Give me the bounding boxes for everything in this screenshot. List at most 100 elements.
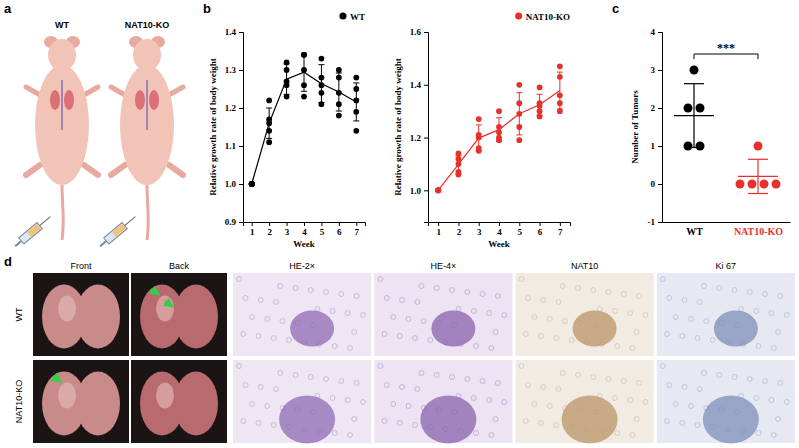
texture [345, 398, 350, 403]
tumor-region [420, 396, 476, 444]
tick-mark [658, 70, 662, 71]
tick-mark [304, 222, 305, 226]
tick-mark [560, 222, 561, 226]
line [438, 91, 560, 191]
panel-label: d [4, 254, 12, 269]
texture [434, 373, 439, 378]
point [249, 181, 255, 187]
tumor-region [562, 396, 618, 444]
tick: 3 [477, 222, 482, 237]
texture [776, 417, 781, 422]
image-background [516, 273, 654, 356]
image-background [131, 360, 227, 443]
texture [406, 404, 411, 409]
tick-mark [321, 222, 322, 226]
point [319, 56, 325, 62]
texture [243, 383, 248, 388]
texture [704, 319, 709, 324]
lung-lobe [76, 285, 120, 349]
chart: 0.91.01.11.21.31.41234567WTRelative grow… [208, 12, 366, 249]
photo [131, 273, 227, 356]
syringe-needle [125, 217, 136, 226]
texture [278, 371, 283, 376]
texture [560, 371, 565, 376]
point [249, 181, 255, 187]
tick: WT [686, 226, 703, 237]
texture [345, 311, 350, 316]
texture [628, 311, 633, 316]
texture [637, 381, 642, 386]
texture [576, 373, 581, 378]
texture [563, 319, 568, 324]
error-bar [301, 53, 307, 91]
axis-line [239, 33, 244, 223]
point [319, 90, 325, 96]
syringe-plunger [100, 241, 106, 246]
tick-label: 1.2 [225, 103, 237, 113]
tick-mark [519, 222, 520, 226]
texture [348, 346, 353, 351]
sd-cap [748, 193, 768, 194]
tick-label: 4 [651, 27, 656, 37]
point [284, 94, 290, 100]
texture [413, 423, 418, 428]
error-bar-cap [336, 111, 342, 112]
tick: 3 [651, 65, 663, 75]
histology-image [657, 273, 795, 356]
texture [274, 300, 279, 305]
error-bar [284, 64, 290, 94]
error-bar-cap [516, 134, 522, 135]
error-bar-cap [266, 138, 272, 139]
chart: 1.01.21.41.61234567NAT10-KORelative grow… [393, 12, 571, 249]
texture [613, 396, 618, 401]
tick: 2 [651, 103, 663, 113]
image-background [657, 360, 795, 443]
texture [280, 319, 285, 324]
texture [332, 344, 337, 349]
point [557, 63, 563, 69]
tick-mark [239, 70, 243, 71]
texture [717, 373, 722, 378]
texture [628, 398, 633, 403]
point [476, 148, 482, 154]
point [266, 128, 272, 134]
texture [643, 400, 648, 405]
point [684, 142, 693, 151]
texture [293, 286, 298, 291]
tumor-region [573, 311, 617, 347]
error-bar-cap [353, 82, 359, 83]
legend-label: WT [350, 12, 365, 22]
texture [419, 284, 424, 289]
texture [532, 315, 537, 320]
column-header: HE-4× [430, 261, 456, 271]
texture [495, 381, 500, 386]
tick-label: 0 [651, 179, 656, 189]
error-bar-cap [537, 94, 543, 95]
texture [489, 433, 494, 438]
texture [634, 330, 639, 335]
annotation: *** [717, 41, 735, 55]
legend-marker [339, 12, 346, 19]
tick-label: 2 [651, 103, 656, 113]
legend: NAT10-KO [515, 12, 570, 22]
column-header: HE-2× [289, 261, 315, 271]
point [301, 52, 307, 58]
image-background [33, 360, 129, 443]
texture [673, 315, 678, 320]
tick-mark [269, 222, 270, 226]
texture [384, 296, 389, 301]
texture [474, 344, 479, 349]
point [435, 187, 441, 193]
histology-image [374, 273, 512, 356]
texture [756, 431, 761, 436]
texture [489, 346, 494, 351]
tick: 1.1 [225, 141, 243, 151]
tick-label: 3 [285, 227, 290, 237]
texture [406, 317, 411, 322]
tick-mark [658, 108, 662, 109]
point [557, 100, 563, 106]
texture [308, 375, 313, 380]
point [353, 75, 359, 81]
tick: 3 [285, 222, 290, 237]
texture [382, 332, 387, 337]
